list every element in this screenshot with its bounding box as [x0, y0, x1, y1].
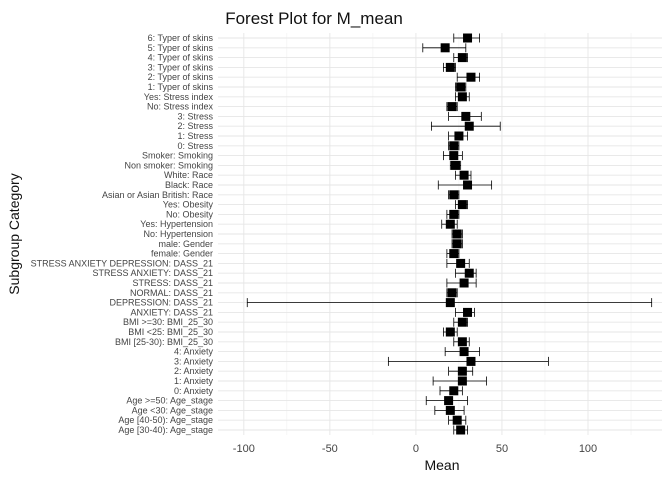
y-tick-label: 3: Typer of skins	[148, 62, 214, 72]
mean-point	[450, 160, 460, 170]
y-tick-label: 0: Anxiety	[174, 386, 214, 396]
mean-point	[464, 121, 474, 131]
mean-point	[452, 229, 462, 239]
mean-point	[445, 327, 455, 337]
mean-point	[449, 190, 459, 200]
mean-point	[466, 72, 476, 82]
mean-point	[459, 170, 469, 180]
y-tick-label: Age [30-40): Age_stage	[118, 425, 213, 435]
mean-point	[449, 141, 459, 151]
y-tick-label: STRESS: DASS_21	[132, 278, 213, 288]
mean-point	[452, 239, 462, 249]
mean-point	[456, 82, 466, 92]
y-tick-label: 1: Stress	[177, 131, 213, 141]
y-tick-label: female: Gender	[151, 249, 213, 259]
y-tick-label: DEPRESSION: DASS_21	[109, 298, 213, 308]
y-tick-label: Non smoker: Smoking	[124, 160, 213, 170]
y-tick-label: Age [40-50): Age_stage	[118, 415, 213, 425]
chart-title: Forest Plot for M_mean	[225, 9, 403, 28]
mean-point	[456, 258, 466, 268]
y-tick-label: 6: Typer of skins	[148, 33, 214, 43]
mean-point	[461, 111, 471, 121]
mean-point	[445, 405, 455, 415]
mean-point	[445, 219, 455, 229]
y-tick-label: Asian or Asian British: Race	[102, 190, 213, 200]
y-tick-label: Smoker: Smoking	[142, 151, 213, 161]
mean-point	[457, 317, 467, 327]
y-tick-label: 3: Stress	[177, 111, 213, 121]
x-tick-label: -50	[322, 443, 338, 455]
mean-point	[445, 62, 455, 72]
y-tick-label: NORMAL: DASS_21	[130, 288, 213, 298]
y-tick-label: STRESS ANXIETY DEPRESSION: DASS_21	[31, 258, 213, 268]
y-tick-label: Yes: Hypertension	[140, 219, 213, 229]
y-tick-label: 1: Anxiety	[174, 376, 214, 386]
y-tick-label: BMI >=30: BMI_25_30	[123, 317, 213, 327]
mean-point	[463, 307, 473, 317]
y-tick-label: 2: Stress	[177, 121, 213, 131]
y-tick-label: No: Stress index	[147, 102, 214, 112]
mean-point	[449, 386, 459, 396]
mean-point	[447, 288, 457, 298]
mean-point	[456, 425, 466, 435]
y-tick-label: 2: Anxiety	[174, 366, 214, 376]
x-axis-label: Mean	[424, 457, 459, 473]
y-tick-label: 5: Typer of skins	[148, 43, 214, 53]
y-tick-label: Black: Race	[165, 180, 213, 190]
x-tick-label: 50	[496, 443, 508, 455]
x-tick-label: 0	[413, 443, 419, 455]
y-tick-label: 4: Typer of skins	[148, 53, 214, 63]
plot-grid	[218, 33, 662, 435]
mean-point	[457, 337, 467, 347]
y-tick-label: Age <30: Age_stage	[132, 405, 213, 415]
mean-point	[449, 209, 459, 219]
y-tick-label: BMI [25-30): BMI_25_30	[115, 337, 213, 347]
mean-point	[466, 356, 476, 366]
x-tick-labels: -100 -50 0 50 100	[233, 443, 597, 455]
y-tick-label: Yes: Stress index	[144, 92, 214, 102]
mean-point	[464, 268, 474, 278]
y-tick-label: 3: Anxiety	[174, 356, 214, 366]
x-tick-label: -100	[233, 443, 255, 455]
y-tick-label: No: Obesity	[166, 209, 214, 219]
mean-point	[463, 33, 473, 43]
y-tick-label: 1: Typer of skins	[148, 82, 214, 92]
y-axis-label: Subgroup Category	[6, 173, 22, 294]
x-tick-label: 100	[579, 443, 597, 455]
plot-marks	[246, 33, 653, 435]
y-tick-label: male: Gender	[158, 239, 213, 249]
mean-point	[440, 43, 450, 53]
mean-point	[449, 151, 459, 161]
y-tick-label: White: Race	[164, 170, 213, 180]
mean-point	[457, 200, 467, 210]
mean-point	[457, 92, 467, 102]
mean-point	[452, 415, 462, 425]
y-tick-label: No: Hypertension	[143, 229, 213, 239]
y-tick-label: Yes: Obesity	[163, 200, 214, 210]
y-tick-label: STRESS ANXIETY: DASS_21	[92, 268, 213, 278]
mean-point	[463, 180, 473, 190]
mean-point	[445, 298, 455, 308]
y-tick-label: ANXIETY: DASS_21	[130, 307, 213, 317]
mean-point	[459, 278, 469, 288]
mean-point	[457, 366, 467, 376]
mean-point	[459, 347, 469, 357]
y-tick-label: Age >=50: Age_stage	[126, 396, 213, 406]
mean-point	[447, 102, 457, 112]
mean-point	[444, 396, 454, 406]
mean-point	[457, 53, 467, 63]
mean-point	[454, 131, 464, 141]
y-tick-label: 2: Typer of skins	[148, 72, 214, 82]
y-tick-label: 0: Stress	[177, 141, 213, 151]
mean-point	[449, 249, 459, 259]
y-tick-label: 4: Anxiety	[174, 347, 214, 357]
mean-point	[457, 376, 467, 386]
y-tick-label: BMI <25: BMI_25_30	[128, 327, 213, 337]
